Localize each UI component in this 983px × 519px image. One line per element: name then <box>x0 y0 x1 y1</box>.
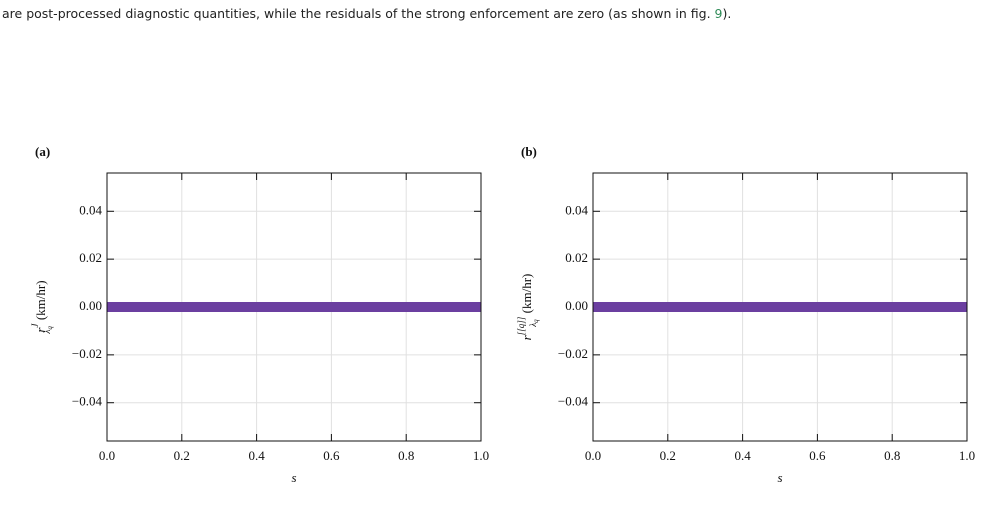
y-label-base: r <box>519 334 534 340</box>
x-tick-label: 0.4 <box>248 448 265 463</box>
x-tick-label: 0.6 <box>809 448 826 463</box>
x-tick-label: 0.2 <box>660 448 676 463</box>
panel-label: (b) <box>521 144 537 159</box>
caption-text: ). <box>722 6 731 21</box>
y-axis-label: r[[q]] λq (km/hr) <box>516 274 540 341</box>
y-label-sup: [[q]] <box>516 316 526 335</box>
y-tick-label: −0.04 <box>72 394 103 409</box>
y-tick-label: 0.04 <box>565 202 588 217</box>
x-tick-label: 1.0 <box>959 448 975 463</box>
caption-text: are post-processed diagnostic quantities… <box>2 6 715 21</box>
y-label-unit: (km/hr) <box>519 274 534 314</box>
caption: are post-processed diagnostic quantities… <box>2 6 731 21</box>
y-tick-label: −0.04 <box>558 394 589 409</box>
y-label-base: r <box>33 327 48 333</box>
x-tick-label: 0.4 <box>734 448 751 463</box>
y-tick-label: 0.00 <box>565 298 588 313</box>
caption-link: 9 <box>715 6 723 21</box>
x-axis-label: s <box>777 470 782 485</box>
y-tick-label: 0.00 <box>79 298 102 313</box>
x-tick-label: 0.0 <box>99 448 115 463</box>
x-axis-label: s <box>291 470 296 485</box>
x-tick-label: 0.2 <box>174 448 190 463</box>
x-tick-label: 0.8 <box>398 448 414 463</box>
x-tick-label: 1.0 <box>473 448 489 463</box>
x-tick-label: 0.0 <box>585 448 601 463</box>
y-tick-label: 0.02 <box>79 250 102 265</box>
x-tick-label: 0.6 <box>323 448 340 463</box>
y-label-sub: λ <box>42 330 52 335</box>
axes-frame <box>592 172 968 442</box>
y-label-unit: (km/hr) <box>33 280 48 320</box>
axes-frame <box>106 172 482 442</box>
y-tick-label: 0.04 <box>79 202 102 217</box>
y-label-sub: λ <box>528 323 538 328</box>
y-axis-label: rJλq (km/hr) <box>30 280 54 334</box>
y-tick-label: 0.02 <box>565 250 588 265</box>
y-label-subsub: q <box>532 319 540 323</box>
x-tick-label: 0.8 <box>884 448 900 463</box>
y-tick-label: −0.02 <box>72 346 102 361</box>
y-tick-label: −0.02 <box>558 346 588 361</box>
y-label-subsub: q <box>46 326 54 330</box>
panel-label: (a) <box>35 144 50 159</box>
y-label-sup: J <box>30 323 40 328</box>
